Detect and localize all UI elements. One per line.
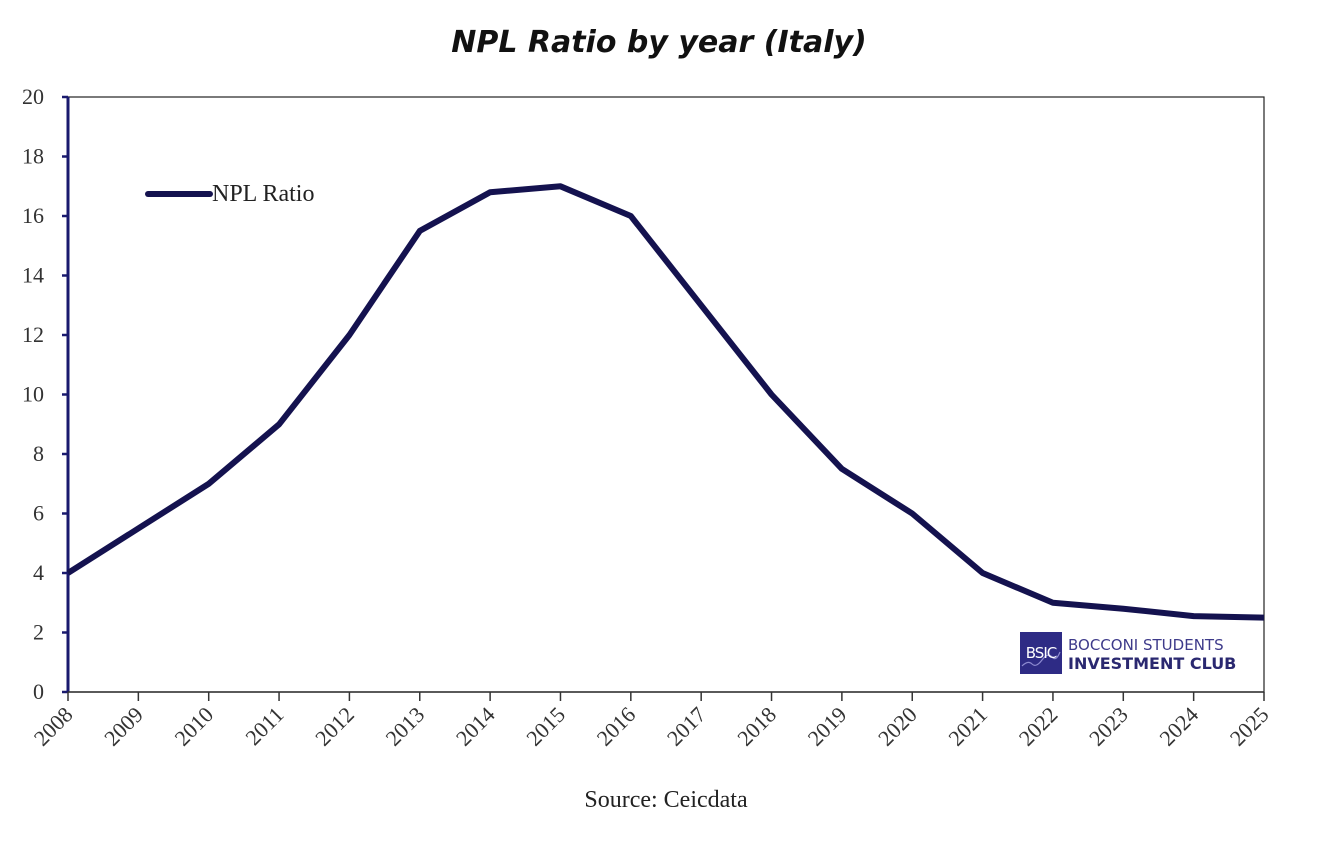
y-tick-label: 14 bbox=[22, 263, 44, 288]
x-tick-label: 2008 bbox=[29, 702, 78, 751]
y-tick-label: 8 bbox=[33, 441, 44, 466]
data-point bbox=[206, 481, 212, 487]
data-point bbox=[698, 302, 704, 308]
x-tick-label: 2015 bbox=[521, 702, 570, 751]
y-tick-label: 4 bbox=[33, 560, 44, 585]
y-axis-ticks: 0 2 4 6 8 10 12 14 16 18 20 bbox=[22, 84, 68, 704]
y-tick-label: 6 bbox=[33, 501, 44, 526]
x-tick-label: 2023 bbox=[1084, 702, 1133, 751]
data-point bbox=[909, 511, 915, 517]
bsic-logo: BSIC BOCCONI STUDENTS INVESTMENT CLUB bbox=[1020, 632, 1236, 674]
x-tick-label: 2022 bbox=[1014, 702, 1063, 751]
data-point bbox=[980, 570, 986, 576]
chart-title: NPL Ratio by year (Italy) bbox=[451, 25, 867, 60]
y-tick-label: 12 bbox=[22, 322, 44, 347]
series-layer bbox=[65, 183, 1267, 621]
data-point bbox=[346, 332, 352, 338]
x-tick-label: 2013 bbox=[381, 702, 430, 751]
data-point bbox=[276, 421, 282, 427]
bsic-logo-line1: BOCCONI STUDENTS bbox=[1068, 636, 1224, 654]
data-point bbox=[487, 189, 493, 195]
legend-label-npl-ratio: NPL Ratio bbox=[212, 181, 314, 207]
bsic-logo-badge-text: BSIC bbox=[1026, 644, 1057, 662]
x-tick-label: 2010 bbox=[169, 702, 218, 751]
x-axis-ticks: 2008 2009 2010 2011 2012 2013 2014 2015 2016 2017… bbox=[29, 692, 1274, 751]
y-tick-label: 18 bbox=[22, 144, 44, 169]
bsic-logo-badge bbox=[1020, 632, 1062, 674]
bsic-logo-wave-icon bbox=[1021, 651, 1061, 667]
x-tick-label: 2025 bbox=[1225, 702, 1274, 751]
series-line-npl-ratio bbox=[66, 183, 1265, 621]
source-note: Source: Ceicdata bbox=[584, 787, 748, 813]
data-point bbox=[1050, 600, 1056, 606]
x-tick-label: 2021 bbox=[943, 702, 992, 751]
x-tick-label: 2019 bbox=[803, 702, 852, 751]
x-tick-label: 2009 bbox=[99, 702, 148, 751]
legend: NPL Ratio bbox=[145, 181, 314, 207]
y-tick-label: 16 bbox=[22, 203, 44, 228]
data-point bbox=[1191, 613, 1197, 619]
data-point bbox=[1261, 615, 1267, 621]
data-point bbox=[839, 466, 845, 472]
x-tick-label: 2017 bbox=[662, 702, 711, 751]
y-tick-label: 10 bbox=[22, 382, 44, 407]
x-tick-label: 2016 bbox=[592, 702, 641, 751]
x-tick-label: 2014 bbox=[451, 702, 500, 751]
y-tick-label: 2 bbox=[33, 620, 44, 645]
data-point bbox=[417, 228, 423, 234]
y-tick-label: 20 bbox=[22, 84, 44, 109]
data-point bbox=[769, 392, 775, 398]
bsic-logo-line2: INVESTMENT CLUB bbox=[1068, 654, 1236, 673]
x-tick-label: 2011 bbox=[240, 702, 288, 750]
data-point bbox=[628, 213, 634, 219]
x-tick-label: 2012 bbox=[310, 702, 359, 751]
x-tick-label: 2018 bbox=[732, 702, 781, 751]
x-tick-label: 2024 bbox=[1154, 702, 1203, 751]
data-point bbox=[557, 183, 563, 189]
data-point bbox=[135, 525, 141, 531]
x-tick-label: 2020 bbox=[873, 702, 922, 751]
data-point bbox=[65, 570, 71, 576]
y-tick-label: 0 bbox=[33, 679, 44, 704]
data-point bbox=[1120, 606, 1126, 612]
